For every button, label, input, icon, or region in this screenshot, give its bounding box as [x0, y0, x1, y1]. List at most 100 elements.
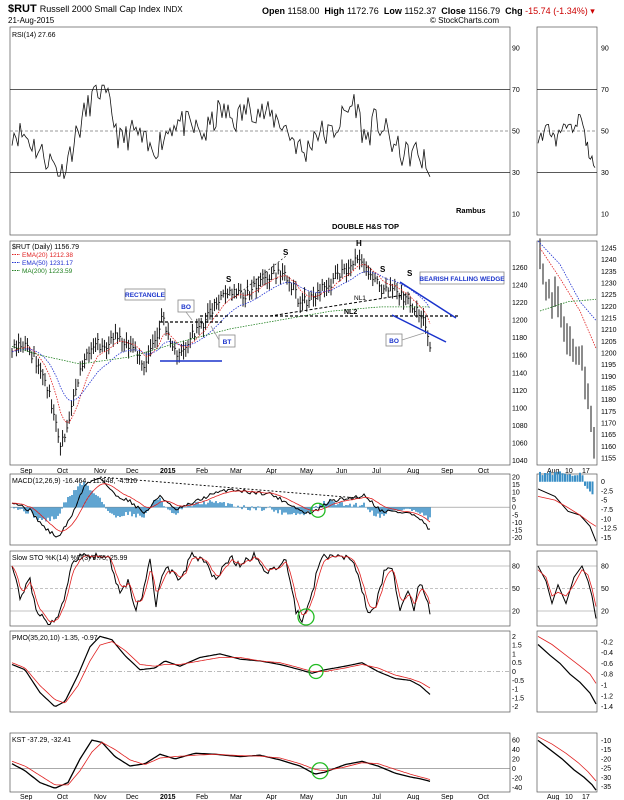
- macd-side-tick-label: -10: [601, 516, 611, 523]
- legend-ema50: EMA(50) 1231.17: [22, 260, 73, 267]
- close-value: 1156.79: [468, 6, 501, 16]
- macd-histogram-bar: [409, 507, 411, 510]
- price-tick-label: 1240: [512, 282, 528, 289]
- pmo-side-tick-label: -0.8: [601, 672, 613, 679]
- macd-histogram-bar: [207, 502, 209, 508]
- macd-histogram-bar: [215, 501, 217, 508]
- side-macd-histogram-bar: [574, 475, 576, 482]
- pmo-tick-label: -1: [512, 687, 518, 694]
- kst-side-tick-label: -25: [601, 766, 611, 773]
- macd-histogram-bar: [321, 503, 323, 508]
- sto-tick-label: 50: [512, 586, 520, 593]
- macd-histogram-bar: [203, 501, 205, 508]
- price-panel-frame: [9, 240, 511, 466]
- macd-histogram-bar: [219, 502, 221, 508]
- x-axis-month-label-bottom: Sep: [441, 794, 454, 800]
- down-arrow-icon: ▾: [590, 6, 595, 16]
- price-tick-label: 1140: [512, 370, 527, 377]
- macd-histogram-bar: [15, 507, 17, 508]
- x-axis-month-label-bottom: Jun: [336, 794, 347, 800]
- exchange: INDX: [163, 5, 183, 14]
- macd-histogram-bar: [59, 507, 61, 514]
- x-axis-month-label: Aug: [407, 468, 420, 475]
- macd-histogram-bar: [333, 501, 335, 508]
- kst-panel-frame: [9, 732, 511, 793]
- macd-histogram-bar: [233, 506, 235, 508]
- kst-signal-line: [11, 741, 431, 786]
- pmo-line: [11, 635, 431, 707]
- price-side-tick-label: 1235: [601, 269, 617, 276]
- x-axis-month-label-bottom: 2015: [160, 794, 176, 800]
- ohlc-readout: Open 1158.00 High 1172.76 Low 1152.37 Cl…: [262, 6, 595, 17]
- macd-histogram-bar: [33, 507, 35, 518]
- pmo-tick-label: 0.5: [512, 660, 522, 667]
- macd-side-tick-label: 0: [601, 479, 605, 486]
- kst-tick-label: 0: [512, 766, 516, 773]
- macd-histogram-bar: [119, 507, 121, 518]
- macd-histogram-bar: [17, 507, 19, 510]
- macd-histogram-bar: [293, 507, 295, 513]
- macd-panel-frame: [9, 473, 511, 546]
- pmo-tick-label: -1.5: [512, 695, 524, 702]
- macd-histogram-bar: [83, 481, 85, 508]
- macd-histogram-bar: [23, 507, 25, 512]
- nl2-label: NL2: [344, 309, 357, 316]
- macd-histogram-bar: [181, 507, 183, 510]
- macd-histogram-bar: [193, 504, 195, 508]
- macd-histogram-bar: [95, 494, 97, 508]
- open-value: 1158.00: [287, 6, 320, 16]
- x-axis-month-label-bottom: Jul: [372, 794, 381, 800]
- price-side-tick-label: 1200: [601, 351, 617, 358]
- macd-histogram-bar: [189, 505, 191, 508]
- macd-histogram-bar: [199, 504, 201, 508]
- macd-histogram-bar: [135, 507, 137, 518]
- x-axis-month-label: Mar: [230, 468, 243, 475]
- macd-histogram-bar: [37, 507, 39, 521]
- rsi-label: RSI(14) 27.66: [12, 32, 56, 39]
- kst-tick-label: -20: [512, 775, 522, 782]
- x-axis-month-label: Oct: [57, 468, 68, 475]
- price-side-tick-label: 1215: [601, 316, 617, 323]
- sto-k-line: [11, 550, 431, 625]
- x-axis-month-label: 2015: [160, 468, 176, 475]
- symbol-title: $RUT Russell 2000 Small Cap Index INDX: [8, 3, 183, 15]
- macd-side-tick-label: -12.5: [601, 526, 617, 533]
- side-kst-line: [537, 739, 597, 791]
- side-macd-histogram-bar: [566, 474, 569, 482]
- price-tick-label: 1260: [512, 265, 528, 272]
- macd-histogram-bar: [287, 507, 289, 515]
- side-axis-month-label: Aug: [547, 468, 560, 475]
- macd-histogram-bar: [415, 507, 417, 512]
- macd-histogram-bar: [319, 502, 321, 508]
- x-axis-month-label-bottom: Nov: [94, 794, 107, 800]
- kst-tick-label: -40: [512, 785, 522, 792]
- macd-histogram-bar: [379, 507, 381, 518]
- x-axis-month-label: Dec: [126, 468, 139, 475]
- macd-histogram-bar: [229, 503, 231, 508]
- side-macd-histogram-bar: [546, 473, 549, 482]
- side-axis-month-label-bottom: 17: [582, 794, 590, 800]
- price-side-tick-label: 1230: [601, 281, 617, 288]
- macd-histogram-bar: [397, 507, 399, 512]
- macd-histogram-bar: [39, 507, 41, 519]
- macd-histogram-bar: [385, 507, 387, 515]
- macd-tick-label: -5: [512, 512, 518, 519]
- macd-histogram-bar: [161, 501, 163, 508]
- macd-histogram-bar: [273, 507, 275, 512]
- macd-histogram-bar: [69, 496, 71, 508]
- side-macd-histogram-bar: [576, 475, 579, 482]
- side-axis-month-label: 10: [565, 468, 573, 475]
- side-axis-month-label-bottom: 10: [565, 794, 573, 800]
- pmo-tick-label: 1: [512, 651, 516, 658]
- side-macd-histogram-bar: [549, 471, 551, 482]
- macd-histogram-bar: [277, 507, 279, 514]
- price-label: $RUT (Daily) 1156.79: [12, 244, 79, 251]
- side-kst-signal-line: [537, 736, 597, 782]
- macd-histogram-bar: [405, 507, 407, 509]
- side-ma200-line: [539, 298, 597, 312]
- macd-histogram-bar: [209, 500, 211, 508]
- macd-histogram-bar: [369, 507, 371, 513]
- pmo-label: PMO(35,20,10) -1.35, -0.97: [12, 635, 98, 642]
- price-tick-label: 1180: [512, 335, 527, 342]
- macd-side-tick-label: -15: [601, 535, 611, 542]
